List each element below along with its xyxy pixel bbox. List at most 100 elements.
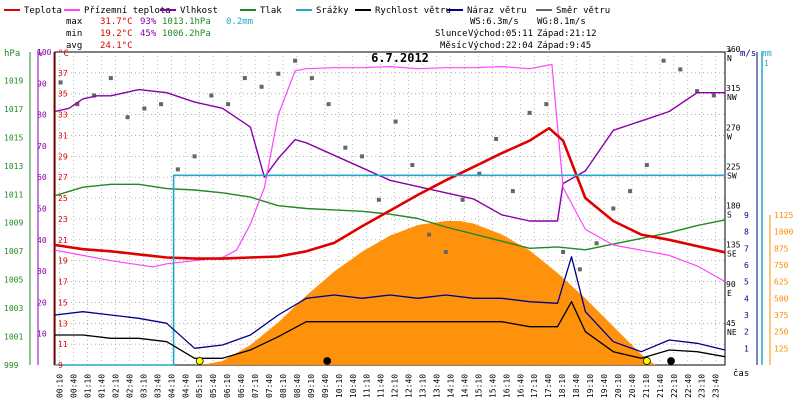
info-sun-set: Západ:21:12: [537, 29, 597, 39]
axes: hPa9991001100310051007100910111013101510…: [4, 45, 793, 370]
x-tick-11: 05:40: [209, 374, 218, 398]
x-tick-17: 08:40: [293, 374, 302, 398]
x-tick-0: 00:10: [56, 374, 65, 398]
info-sun-rise: Východ:05:11: [468, 29, 533, 39]
legend-label-6: Náraz větru: [467, 6, 527, 16]
pressure-tick-10: 1019: [4, 76, 23, 85]
wind-tick-3: 4: [744, 294, 749, 303]
rain-axis-max: 1: [764, 59, 769, 68]
x-tick-8: 04:10: [167, 374, 176, 398]
x-tick-1: 00:40: [70, 374, 79, 398]
pressure-tick-0: 999: [4, 361, 19, 370]
x-tick-28: 14:10: [446, 374, 455, 398]
info-block: WS:6.3m/s WG:8.1m/s Slunce Východ:05:11 …: [435, 17, 597, 51]
x-tick-37: 18:40: [572, 374, 581, 398]
pressure-tick-2: 1003: [4, 304, 23, 313]
direction-tick-0: 45: [726, 319, 736, 328]
temperature-tick-1: 11: [58, 340, 68, 349]
wind-dir-point-21: [410, 163, 415, 168]
x-tick-41: 20:40: [628, 374, 637, 398]
x-tick-47: 23:40: [712, 374, 721, 398]
x-tick-4: 02:10: [111, 374, 120, 398]
temperature-tick-0: 9: [58, 361, 63, 370]
wind-axis-unit: m/s: [740, 49, 756, 59]
pressure-axis-unit: hPa: [4, 49, 20, 59]
x-tick-7: 03:40: [153, 374, 162, 398]
temperature-tick-11: 31: [58, 131, 68, 140]
wind-dir-point-10: [226, 102, 231, 107]
astro-marker-2: [642, 357, 651, 365]
wind-dir-point-15: [309, 76, 314, 81]
humidity-tick-8: 90: [37, 79, 47, 88]
info-moon-set: Západ:9:45: [537, 41, 591, 51]
x-tick-13: 06:40: [237, 374, 246, 398]
stats-min-label: min: [66, 29, 82, 39]
solar-tick-2: 375: [774, 311, 789, 320]
wind-dir-point-28: [527, 110, 532, 115]
temperature-tick-8: 25: [58, 194, 68, 203]
x-tick-14: 07:10: [251, 374, 260, 398]
x-tick-25: 12:40: [405, 374, 414, 398]
temperature-tick-4: 17: [58, 278, 68, 287]
x-tick-18: 09:10: [307, 374, 316, 398]
x-tick-43: 21:40: [656, 374, 665, 398]
temperature-line: [54, 126, 726, 260]
astro-marker-3: [667, 357, 675, 365]
direction-axis-unit: °: [727, 49, 732, 59]
solar-tick-5: 750: [774, 261, 789, 270]
info-sun-label: Slunce: [435, 29, 468, 39]
x-tick-32: 16:10: [502, 374, 511, 398]
pressure-tick-5: 1009: [4, 219, 23, 228]
pressure-tick-4: 1007: [4, 247, 23, 256]
x-tick-12: 06:10: [223, 374, 232, 398]
x-tick-31: 15:40: [488, 374, 497, 398]
temperature-axis-unit: °C: [58, 49, 69, 59]
x-tick-26: 13:10: [419, 374, 428, 398]
pressure-tick-8: 1015: [4, 133, 23, 142]
temperature-tick-13: 35: [58, 90, 68, 99]
x-tick-10: 05:10: [195, 374, 204, 398]
x-tick-44: 22:10: [670, 374, 679, 398]
direction-tick-5: 270: [726, 123, 741, 132]
x-tick-40: 20:10: [614, 374, 623, 398]
direction-tick-6: 315: [726, 84, 741, 93]
stats-block: max 31.7°C 93% 1013.1hPa 0.2mm min 19.2°…: [66, 17, 253, 51]
solar-tick-1: 250: [774, 328, 789, 337]
legend-label-1: Přízemní teplota: [84, 6, 171, 16]
wind-dir-point-12: [259, 84, 264, 89]
rain-line: [55, 174, 725, 366]
wind-dir-point-17: [343, 145, 348, 150]
wind-tick-4: 5: [744, 278, 749, 287]
wind-dir-point-26: [494, 136, 499, 141]
solar-tick-7: 1000: [774, 228, 793, 237]
pressure-tick-7: 1013: [4, 162, 23, 171]
direction-dir-6: NW: [727, 93, 737, 102]
x-tick-5: 02:40: [125, 374, 134, 398]
stats-max-label: max: [66, 17, 83, 27]
wind-tick-6: 7: [744, 244, 749, 253]
stats-min-hum: 45%: [140, 29, 157, 39]
astro-marker-1: [323, 357, 332, 365]
humidity-tick-9: 100: [37, 48, 52, 57]
pressure-tick-9: 1017: [4, 105, 23, 114]
x-tick-3: 01:40: [98, 374, 107, 398]
solar-series: [55, 221, 725, 365]
x-tick-29: 14:40: [460, 374, 469, 398]
direction-dir-3: S: [727, 211, 732, 220]
temperature-tick-2: 13: [58, 319, 68, 328]
x-tick-30: 15:10: [474, 374, 483, 398]
temperature-tick-9: 27: [58, 173, 68, 182]
humidity-tick-2: 30: [37, 267, 47, 276]
direction-dir-1: E: [727, 289, 732, 298]
ground-temperature-line: [54, 63, 726, 283]
wind-dir-point-38: [695, 89, 700, 94]
wind-dir-point-35: [644, 163, 649, 168]
humidity-tick-1: 20: [37, 298, 47, 307]
x-tick-34: 17:10: [530, 374, 539, 398]
solar-tick-6: 875: [774, 244, 789, 253]
direction-dir-5: W: [727, 132, 732, 141]
wind-dir-point-27: [510, 189, 515, 194]
x-tick-labels: 00:10 00:40 01:10 01:40 02:10 02:40 03:10 03:40…: [56, 374, 721, 398]
x-tick-24: 12:10: [391, 374, 400, 398]
